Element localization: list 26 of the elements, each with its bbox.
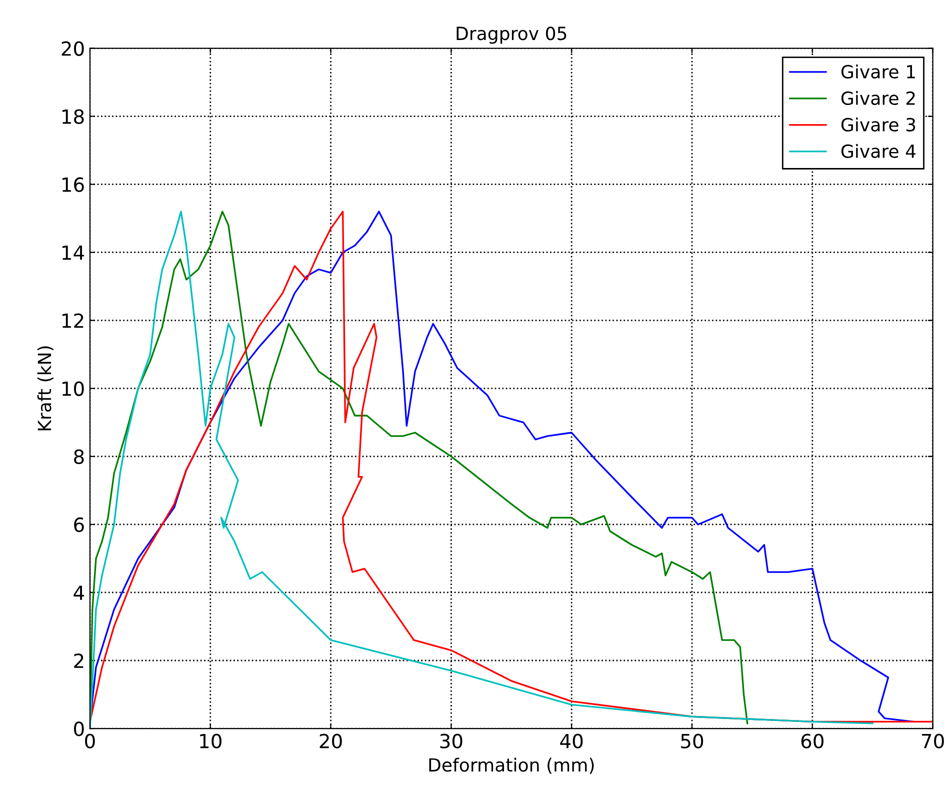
legend-label: Givare 2 xyxy=(841,91,915,106)
y-tick-label: 10 xyxy=(62,381,84,396)
y-tick-label: 8 xyxy=(74,449,84,464)
x-tick-label: 70 xyxy=(922,734,944,748)
legend-label: Givare 4 xyxy=(841,144,916,158)
x-tick-label: 30 xyxy=(440,734,462,748)
y-tick-label: 12 xyxy=(62,313,84,328)
legend-label: Givare 1 xyxy=(841,64,915,79)
y-axis-title: Kraft (kN) xyxy=(37,346,54,430)
x-tick-label: 0 xyxy=(85,734,95,748)
x-tick-label: 60 xyxy=(801,734,824,748)
y-tick-label: 16 xyxy=(62,177,84,192)
y-tick-label: 20 xyxy=(62,41,84,56)
x-axis-title: Deformation (mm) xyxy=(429,758,594,774)
chart-title: Dragprov 05 xyxy=(456,26,566,44)
x-tick-label: 10 xyxy=(200,734,222,748)
y-tick-label: 14 xyxy=(62,246,84,260)
y-tick-label: 2 xyxy=(74,653,84,668)
y-tick-label: 0 xyxy=(74,721,84,736)
x-tick-label: 50 xyxy=(681,734,704,748)
x-tick-label: 40 xyxy=(560,734,583,748)
y-tick-label: 6 xyxy=(74,517,84,532)
x-tick-label: 20 xyxy=(320,734,342,748)
y-tick-label: 4 xyxy=(74,586,84,600)
legend-label: Givare 3 xyxy=(841,118,916,132)
y-tick-label: 18 xyxy=(62,109,84,124)
